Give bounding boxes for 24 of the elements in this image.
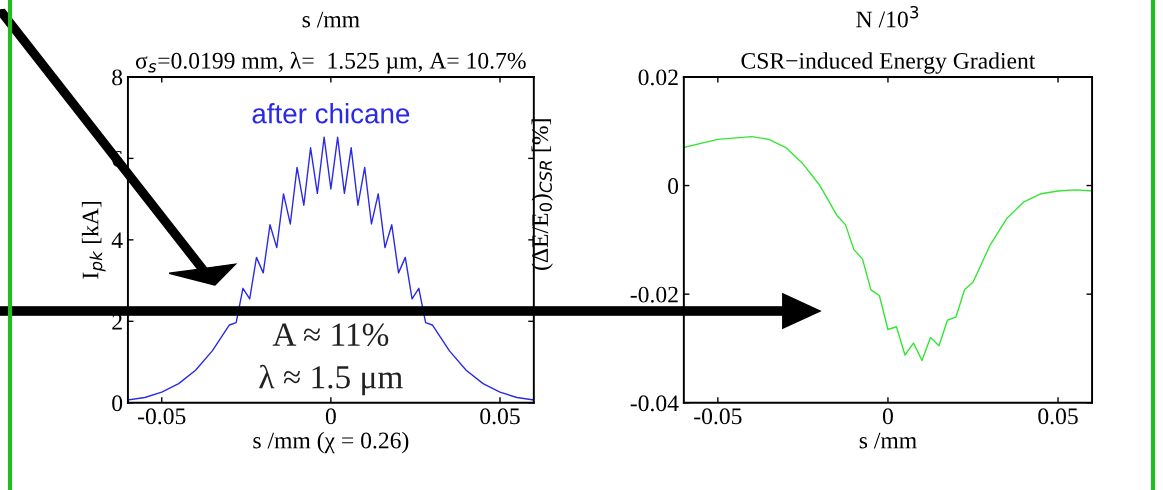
x-tick-label: -0.05	[138, 408, 186, 425]
y-tick-label: 0	[668, 178, 679, 194]
annotation: after chicane	[252, 103, 410, 124]
y-axis-title: I$_{pk}$ [kA]	[81, 201, 106, 279]
y-tick-label: 4	[111, 232, 123, 249]
x-axis-title: s /mm (χ = 0.26)	[253, 431, 409, 454]
x-tick-label: 0.05	[480, 408, 520, 425]
y-tick-label: 0	[112, 395, 123, 412]
text: s /mm	[302, 11, 360, 28]
x-tick-label: 0.05	[1038, 408, 1078, 425]
text: N /10$^{3}$	[856, 5, 919, 28]
line-series	[683, 135, 1093, 362]
y-tick-label: 8	[112, 69, 123, 86]
annotation: A ≈ 11%	[272, 323, 389, 347]
y-tick-label: 0.02	[638, 69, 678, 86]
x-axis-title: s /mm	[859, 432, 917, 449]
x-tick-label: 0	[882, 408, 893, 425]
x-tick-label: 0	[325, 408, 336, 425]
y-tick-label: -0.02	[630, 286, 678, 303]
chart-title: CSR−induced Energy Gradient	[741, 52, 1036, 74]
x-tick-label: -0.05	[694, 408, 742, 425]
y-tick-label: -0.04	[630, 395, 679, 412]
chart-title: σ$_{s}$=0.0199 mm, λ= 1.525 µm, A= 10.7%	[135, 51, 526, 74]
annotation: λ ≈ 1.5 μm	[259, 364, 403, 396]
